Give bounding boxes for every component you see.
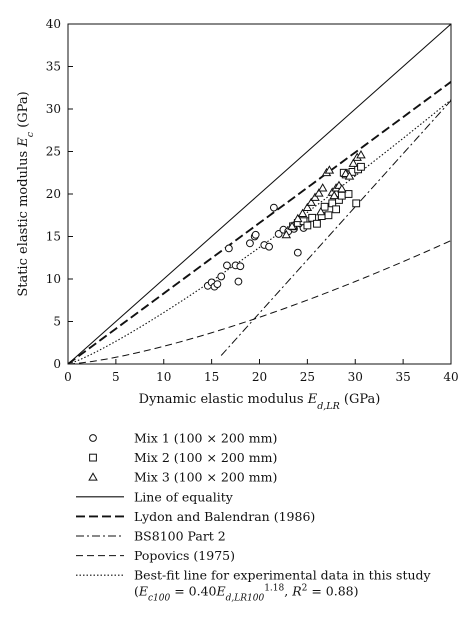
line-series-4	[68, 99, 451, 364]
x-tick-label: 25	[300, 370, 315, 384]
line-series-1	[68, 81, 451, 364]
legend-marker-square	[89, 453, 97, 462]
mix3-point	[297, 208, 308, 217]
mix3-point	[324, 165, 335, 174]
mix3-point	[281, 229, 292, 239]
y-axis-title-unit: (GPa)	[16, 91, 31, 132]
mix2-point	[324, 211, 333, 220]
mix1-point	[224, 244, 233, 253]
mix1-point	[246, 239, 254, 248]
scatter-series-3	[281, 149, 366, 239]
mix2-point	[357, 162, 365, 171]
legend-marker-circle	[89, 434, 97, 442]
mix1-point	[251, 230, 260, 239]
mix2-point	[303, 221, 312, 230]
mix3-point	[302, 202, 313, 212]
legend-item: Line of equality	[76, 489, 234, 504]
x-tick-label: 5	[112, 370, 120, 384]
legend-item: Best-fit line for experimental data in t…	[76, 568, 432, 583]
mix1-point	[269, 203, 278, 212]
mix1-point	[265, 242, 273, 251]
mix1-point	[217, 272, 226, 281]
y-axis-title-sub: c	[25, 131, 36, 137]
legend-item: Mix 3 (100 × 200 mm)	[88, 470, 277, 485]
legend-label: Line of equality	[134, 489, 234, 504]
mix3-point	[329, 190, 339, 200]
mix2-point	[332, 205, 341, 214]
mix3-point	[306, 197, 316, 206]
line-series-2	[220, 100, 451, 356]
y-tick-label: 40	[46, 17, 61, 31]
legend-label: Mix 1 (100 × 200 mm)	[134, 431, 277, 446]
mix3-point	[310, 192, 320, 201]
x-tick-label: 40	[443, 370, 458, 384]
y-tick-label: 20	[46, 187, 61, 201]
x-axis-title-sub: d,LR	[317, 401, 340, 412]
y-axis: 0 5 10 15 20 25 30 35 40	[46, 17, 73, 371]
y-tick-label: 0	[53, 357, 61, 371]
legend-item: Mix 2 (100 × 200 mm)	[89, 450, 277, 465]
mix1-point	[274, 230, 283, 238]
y-axis-title-var: E	[16, 137, 31, 148]
mix2-point	[308, 213, 317, 222]
x-tick-label: 20	[252, 370, 267, 384]
legend-item: Lydon and Balendran (1986)	[76, 509, 315, 524]
y-tick-label: 25	[46, 145, 61, 159]
x-axis: 0 5 10 15 20 25 30 35 40	[64, 359, 459, 384]
mix2-point	[337, 191, 346, 200]
mix2-point	[313, 219, 321, 228]
legend-item: BS8100 Part 2	[76, 529, 226, 544]
x-axis-title: Dynamic elastic modulus Ed,LR (GPa)	[139, 392, 381, 412]
legend-label: BS8100 Part 2	[134, 529, 226, 544]
x-axis-title-var: E	[307, 392, 318, 407]
y-tick-label: 15	[46, 230, 61, 244]
x-axis-title-text: Dynamic elastic modulus	[139, 392, 308, 407]
line-series-3	[68, 240, 451, 364]
mix2-point	[344, 190, 353, 198]
mix3-point	[356, 149, 366, 159]
mix2-point	[320, 202, 329, 211]
legend-label: Mix 3 (100 × 200 mm)	[134, 470, 277, 485]
x-tick-label: 10	[156, 370, 171, 384]
mix3-point	[314, 188, 324, 197]
mix1-point	[236, 262, 245, 271]
mix3-point	[317, 183, 328, 192]
legend-label: Popovics (1975)	[134, 548, 235, 563]
y-tick-label: 30	[46, 102, 61, 116]
legend-label: Mix 2 (100 × 200 mm)	[134, 450, 277, 465]
y-tick-label: 35	[46, 60, 61, 74]
y-axis-title: Static elastic modulus Ec (GPa)	[16, 91, 36, 296]
reference-lines	[68, 24, 451, 364]
legend-item: Mix 1 (100 × 200 mm)	[89, 431, 277, 446]
scatter-series-1	[203, 203, 312, 291]
mix3-point	[348, 158, 359, 167]
x-tick-label: 0	[64, 370, 72, 384]
mix3-point	[344, 171, 355, 180]
legend: Mix 1 (100 × 200 mm) Mix 2 (100 × 200 mm)…	[76, 431, 432, 583]
mix3-point	[316, 206, 326, 216]
mix1-point	[234, 277, 243, 286]
y-tick-label: 5	[53, 315, 61, 329]
mix1-point	[223, 261, 231, 270]
x-tick-label: 15	[204, 370, 219, 384]
mix3-point	[287, 221, 297, 230]
y-axis-title-text: Static elastic modulus	[16, 147, 31, 297]
legend-label: Lydon and Balendran (1986)	[134, 509, 315, 524]
mix2-point	[352, 199, 361, 208]
legend-marker-triangle	[88, 472, 98, 481]
mix3-point	[337, 183, 347, 193]
x-tick-label: 30	[348, 370, 363, 384]
best-fit-equation-text: (Ec100 = 0.40Ed,LR1001.18, R2 = 0.88)	[134, 583, 358, 603]
y-tick-label: 10	[46, 272, 61, 286]
mix1-point	[213, 280, 222, 289]
mix3-point	[293, 213, 303, 223]
mix1-point	[293, 248, 302, 257]
legend-item: Popovics (1975)	[76, 548, 235, 563]
x-axis-title-unit: (GPa)	[340, 392, 381, 407]
x-tick-label: 35	[395, 370, 410, 384]
legend-label: Best-fit line for experimental data in t…	[134, 568, 432, 583]
line-series-0	[68, 24, 451, 364]
